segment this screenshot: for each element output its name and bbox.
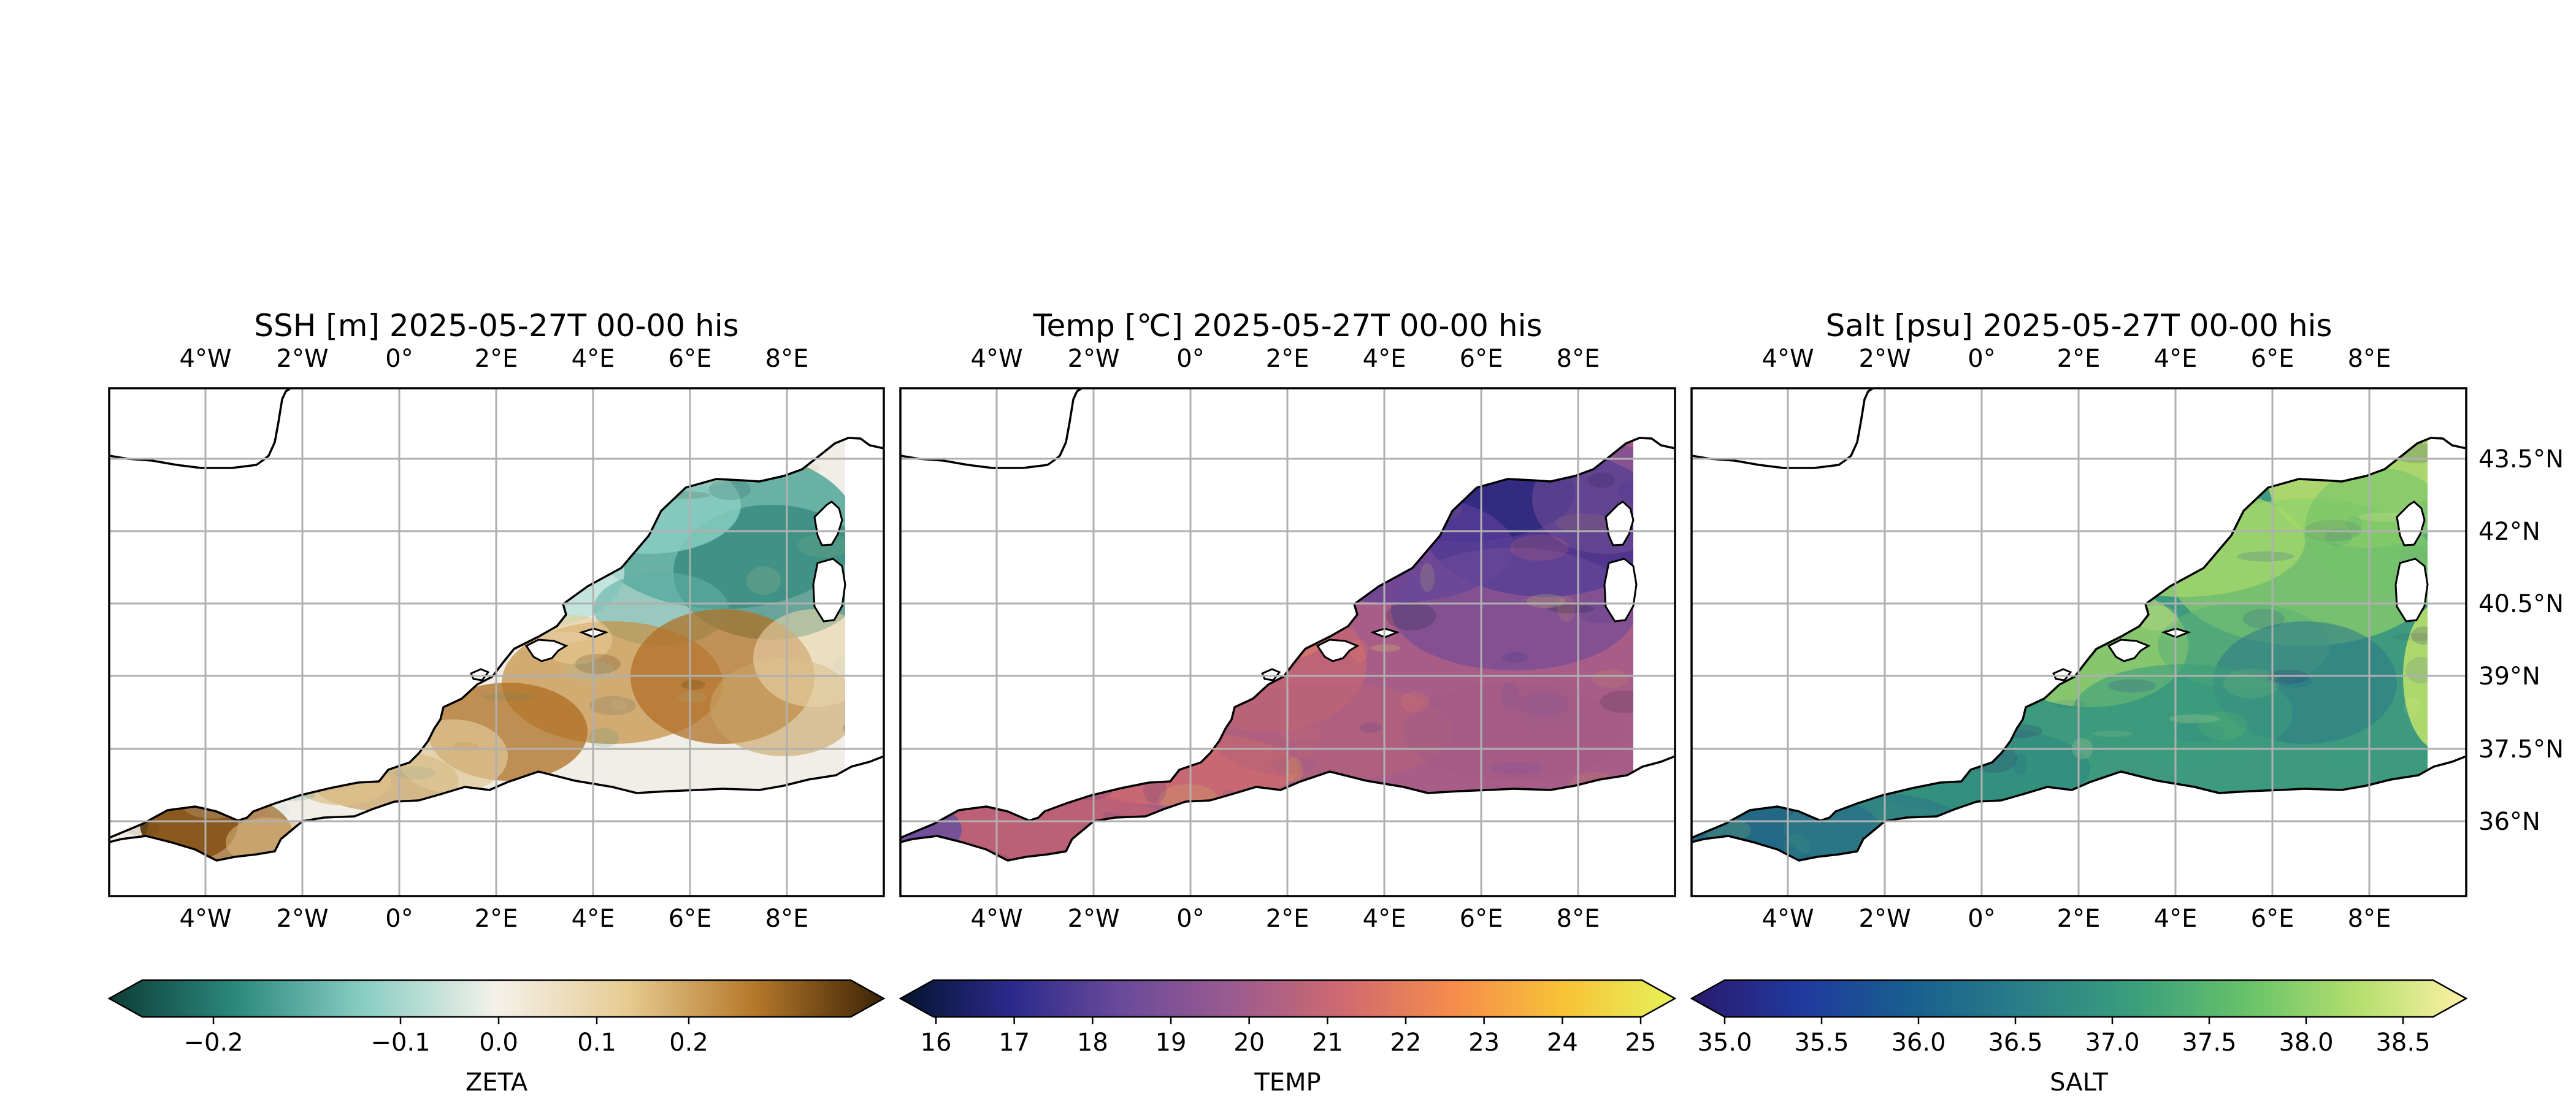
colorbar-tick-label: 38.0 bbox=[2279, 1029, 2333, 1057]
colorbar-tick-label: 36.5 bbox=[1988, 1029, 2042, 1057]
lon-tick-label-bottom: 6°E bbox=[1460, 905, 1503, 933]
lon-tick-label-bottom: 8°E bbox=[2348, 905, 2391, 933]
colorbar-tick-label: 0.0 bbox=[479, 1029, 518, 1057]
colorbar-tick-label: 37.5 bbox=[2182, 1029, 2236, 1057]
lon-tick-label-bottom: 8°E bbox=[765, 905, 809, 933]
colorbar-tick-label: 0.2 bbox=[669, 1029, 708, 1057]
gridlines bbox=[109, 388, 884, 896]
lon-tick-label-top: 2°E bbox=[475, 345, 518, 373]
lon-tick-label-top: 0° bbox=[385, 345, 413, 373]
colorbar-tick-label: 16 bbox=[921, 1029, 952, 1057]
colorbar-tick-label: 25 bbox=[1625, 1029, 1657, 1057]
lon-tick-label-top: 2°W bbox=[1859, 345, 1911, 373]
colorbar-tick-label: 35.5 bbox=[1794, 1029, 1849, 1057]
lon-tick-label-top: 8°E bbox=[765, 345, 809, 373]
lon-tick-label-bottom: 2°W bbox=[277, 905, 329, 933]
lon-tick-label-bottom: 4°E bbox=[572, 905, 615, 933]
lon-tick-label-top: 4°E bbox=[572, 345, 615, 373]
lon-tick-label-bottom: 4°W bbox=[180, 905, 232, 933]
colorbar-bar bbox=[899, 979, 1677, 1018]
colorbar-tick-label: 20 bbox=[1233, 1029, 1265, 1057]
lon-tick-label-top: 2°W bbox=[277, 345, 329, 373]
lat-tick-label: 43.5°N bbox=[2478, 445, 2564, 473]
lon-tick-label-top: 8°E bbox=[2348, 345, 2391, 373]
lat-tick-label: 39°N bbox=[2478, 662, 2540, 691]
ssh-map-panel: SSH [m] 2025-05-27T 00-00 his 4°W 4°W 2°W 2°… bbox=[107, 308, 886, 1097]
lon-tick-label-top: 2°E bbox=[1266, 345, 1309, 373]
map-frame bbox=[1690, 387, 2467, 897]
colorbar-tick-label: −0.2 bbox=[183, 1029, 243, 1057]
colorbar-label: TEMP bbox=[1254, 1068, 1321, 1097]
map-frame bbox=[108, 387, 885, 897]
colorbar-tick-label: 17 bbox=[999, 1029, 1030, 1057]
colorbar-tick-label: −0.1 bbox=[370, 1029, 430, 1057]
panel-title: Temp [℃] 2025-05-27T 00-00 his bbox=[1032, 308, 1542, 343]
lon-tick-label-top: 0° bbox=[1968, 345, 1995, 373]
lon-tick-label-bottom: 6°E bbox=[669, 905, 712, 933]
colorbar-label: SALT bbox=[2050, 1068, 2108, 1097]
lon-tick-label-top: 6°E bbox=[669, 345, 712, 373]
colorbar-bar bbox=[1690, 979, 2468, 1018]
colorbar-tick-label: 0.1 bbox=[577, 1029, 616, 1057]
lon-tick-label-bottom: 2°E bbox=[1266, 905, 1309, 933]
lon-tick-label-top: 2°E bbox=[2057, 345, 2101, 373]
lon-tick-label-top: 4°W bbox=[971, 345, 1023, 373]
gridlines bbox=[1692, 388, 2466, 896]
lon-tick-label-top: 4°E bbox=[2154, 345, 2198, 373]
colorbar-bar bbox=[107, 979, 886, 1018]
colorbar-label: ZETA bbox=[466, 1068, 528, 1097]
lat-tick-label: 42°N bbox=[2478, 518, 2540, 546]
lon-tick-label-bottom: 2°E bbox=[475, 905, 518, 933]
lon-tick-label-top: 0° bbox=[1176, 345, 1204, 373]
islands bbox=[470, 500, 846, 681]
islands bbox=[1261, 500, 1638, 681]
lon-tick-label-top: 4°W bbox=[180, 345, 232, 373]
colorbar-tick-label: 19 bbox=[1156, 1029, 1187, 1057]
colorbar-tick-label: 38.5 bbox=[2375, 1029, 2430, 1057]
lon-tick-label-top: 6°E bbox=[2251, 345, 2294, 373]
lat-tick-label: 36°N bbox=[2478, 808, 2540, 836]
ssh-colorbar: −0.2 −0.1 0.0 0.1 0.2 ZETA bbox=[107, 979, 886, 1097]
temp-map-panel: Temp [℃] 2025-05-27T 00-00 his 4°W 4°W 2°W 2… bbox=[899, 308, 1677, 1097]
temp-colorbar: 16 17 18 19 20 21 22 23 24 25 TEMP bbox=[899, 979, 1677, 1097]
lon-tick-label-bottom: 4°W bbox=[971, 905, 1023, 933]
lon-tick-label-top: 8°E bbox=[1557, 345, 1600, 373]
colorbar-tick-label: 21 bbox=[1312, 1029, 1343, 1057]
lat-tick-label: 40.5°N bbox=[2478, 590, 2564, 618]
lat-tick-label: 37.5°N bbox=[2478, 735, 2564, 764]
salt-colorbar: 35.0 35.5 36.0 36.5 37.0 37.5 38.0 38.5 SALT bbox=[1690, 979, 2468, 1097]
lon-tick-label-bottom: 2°E bbox=[2057, 905, 2101, 933]
lon-tick-label-bottom: 4°W bbox=[1762, 905, 1814, 933]
lon-tick-label-top: 4°E bbox=[1363, 345, 1406, 373]
lon-tick-label-bottom: 4°E bbox=[1363, 905, 1406, 933]
lon-tick-label-bottom: 6°E bbox=[2251, 905, 2294, 933]
lon-tick-label-top: 4°W bbox=[1762, 345, 1814, 373]
salt-map-panel: Salt [psu] 2025-05-27T 00-00 his 4°W 4°W 2°… bbox=[1690, 308, 2564, 1097]
colorbar-tick-label: 22 bbox=[1390, 1029, 1422, 1057]
lon-tick-label-top: 2°W bbox=[1068, 345, 1120, 373]
lon-tick-label-bottom: 8°E bbox=[1557, 905, 1600, 933]
panel-title: Salt [psu] 2025-05-27T 00-00 his bbox=[1826, 308, 2333, 343]
lon-tick-label-bottom: 2°W bbox=[1068, 905, 1120, 933]
lon-tick-label-bottom: 0° bbox=[385, 905, 413, 933]
colorbar-tick-label: 37.0 bbox=[2085, 1029, 2139, 1057]
colorbar-tick-label: 18 bbox=[1077, 1029, 1108, 1057]
lon-tick-label-bottom: 4°E bbox=[2154, 905, 2198, 933]
colorbar-tick-label: 36.0 bbox=[1891, 1029, 1945, 1057]
lon-tick-label-bottom: 2°W bbox=[1859, 905, 1911, 933]
panel-title: SSH [m] 2025-05-27T 00-00 his bbox=[254, 308, 738, 343]
map-frame bbox=[899, 387, 1676, 897]
colorbar-tick-label: 23 bbox=[1468, 1029, 1500, 1057]
colorbar-tick-label: 35.0 bbox=[1697, 1029, 1752, 1057]
lon-tick-label-bottom: 0° bbox=[1176, 905, 1204, 933]
gridlines bbox=[900, 388, 1675, 896]
lon-tick-label-bottom: 0° bbox=[1968, 905, 1995, 933]
colorbar-tick-label: 24 bbox=[1547, 1029, 1578, 1057]
lon-tick-label-top: 6°E bbox=[1460, 345, 1503, 373]
